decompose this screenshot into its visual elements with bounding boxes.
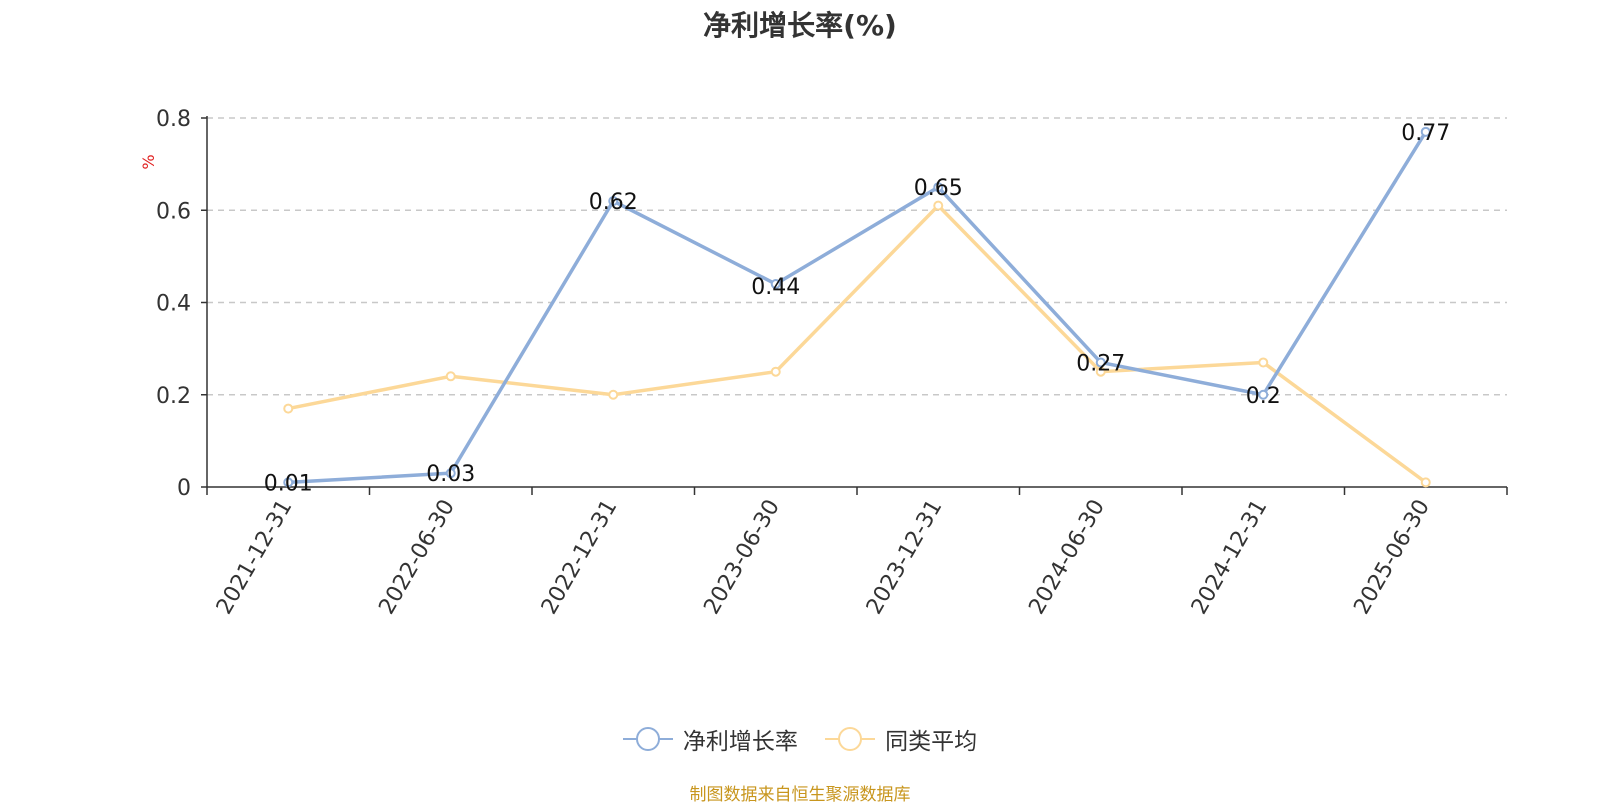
data-label-2: 0.62 <box>589 190 638 215</box>
data-label-5: 0.27 <box>1076 351 1125 376</box>
x-tick-label-5: 2024-06-30 <box>1024 496 1110 619</box>
series-line-1 <box>287 203 1427 484</box>
y-tick-label-4: 0.8 <box>156 107 191 132</box>
y-tick-label-1: 0.2 <box>156 384 191 409</box>
legend-label-peer-average: 同类平均 <box>885 729 978 755</box>
y-tick-label-0: 0 <box>177 476 191 501</box>
y-tick-label-2: 0.4 <box>156 292 191 317</box>
data-label-1: 0.03 <box>426 462 475 487</box>
series-1-point-2 <box>608 389 619 400</box>
data-label-6: 0.2 <box>1246 384 1281 409</box>
legend-item-peer-average[interactable]: 同类平均 <box>825 722 977 756</box>
series-0-point-7 <box>1420 126 1431 137</box>
series-1-point-5 <box>1095 366 1106 377</box>
x-tick-label-6: 2024-12-31 <box>1187 496 1273 619</box>
series-1-point-7 <box>1420 477 1431 488</box>
axes: 0 0.2 0.4 0.6 0.8 2021-12-31 2022-06-30 2022-12… <box>156 107 1508 619</box>
data-label-0: 0.01 <box>264 471 313 496</box>
x-tick-label-0: 2021-12-31 <box>212 496 298 619</box>
series-0-point-4 <box>933 182 944 193</box>
source-note: 制图数据来自恒生聚源数据库 <box>689 785 911 805</box>
series-1-point-1 <box>445 371 456 382</box>
series-1-point-6 <box>1258 357 1269 368</box>
series-0-point-1 <box>445 468 456 479</box>
legend: 净利增长率 同类平均 <box>0 722 1600 758</box>
data-label-3: 0.44 <box>751 275 800 300</box>
x-tick-label-3: 2023-06-30 <box>699 496 785 619</box>
x-tick-label-1: 2022-06-30 <box>374 496 460 619</box>
x-tick-label-4: 2023-12-31 <box>862 496 948 619</box>
series-0-point-6 <box>1258 389 1269 400</box>
data-label-4: 0.65 <box>914 176 963 201</box>
grid-lines <box>207 117 1507 396</box>
data-labels: 0.01 0.03 0.62 0.44 0.65 0.27 0.2 0.77 <box>264 121 1450 497</box>
y-axis-unit-label: % <box>139 154 158 169</box>
x-tick-label-7: 2025-06-30 <box>1349 496 1435 619</box>
series-1-point-4 <box>933 200 944 211</box>
data-label-7: 0.77 <box>1401 121 1450 146</box>
legend-item-net-profit-growth[interactable]: 净利增长率 <box>622 722 798 756</box>
series-line-0 <box>288 130 1428 485</box>
series-1-point-3 <box>770 366 781 377</box>
chart-title: 净利增长率(%) <box>703 9 897 42</box>
series-0-point-3 <box>770 279 781 290</box>
series-0-point-0 <box>283 477 294 488</box>
series-1-point-0 <box>283 403 294 414</box>
legend-label-net-profit-growth: 净利增长率 <box>682 729 798 755</box>
x-tick-label-2: 2022-12-31 <box>537 496 623 619</box>
series-0-point-2 <box>608 196 619 207</box>
series-0-point-5 <box>1095 357 1106 368</box>
y-tick-label-3: 0.6 <box>156 199 191 224</box>
series-lines <box>283 126 1431 488</box>
legend-marker-net-profit-growth-icon <box>622 727 673 751</box>
legend-marker-peer-average-icon <box>825 727 876 751</box>
